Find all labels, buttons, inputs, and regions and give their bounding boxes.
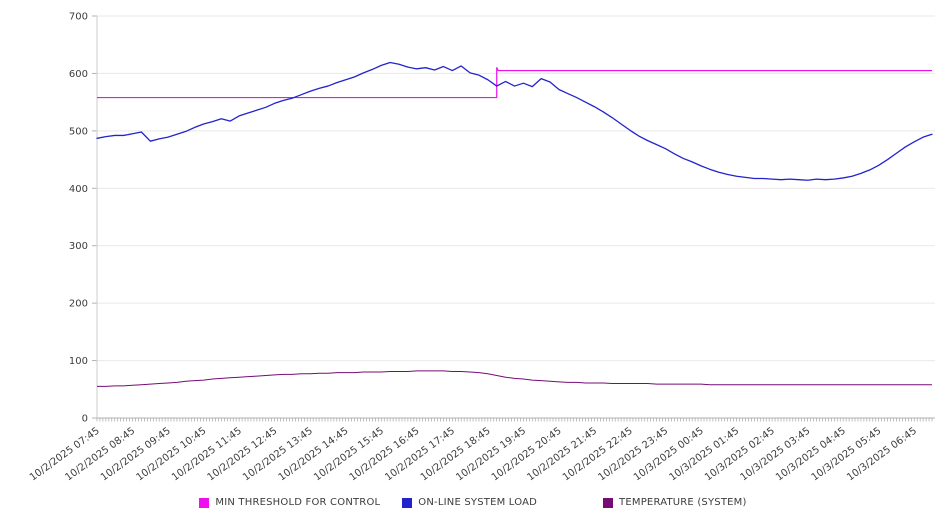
legend-swatch-min-threshold-icon [199, 497, 210, 508]
legend-label-system-load: ON-LINE SYSTEM LOAD [418, 497, 538, 508]
legend-label-temperature: TEMPERATURE (SYSTEM) [619, 497, 747, 508]
y-tick-label: 700 [69, 12, 88, 23]
legend-item-temperature: TEMPERATURE (SYSTEM) [603, 497, 747, 508]
x-minor-ticks [96, 418, 933, 422]
temperature-line [97, 370, 932, 387]
chart-legend: MIN THRESHOLD FOR CONTROL ON-LINE SYSTEM… [0, 497, 946, 508]
y-tick-label: 0 [82, 414, 88, 425]
threshold-line [97, 67, 932, 99]
y-tick-label: 400 [69, 184, 88, 195]
y-tick-label: 100 [69, 356, 88, 367]
legend-item-min-threshold: MIN THRESHOLD FOR CONTROL [199, 497, 380, 508]
y-tick-label: 600 [69, 69, 88, 80]
y-tick-label: 300 [69, 241, 88, 252]
y-tick-label: 500 [69, 126, 88, 137]
legend-swatch-system-load-icon [402, 497, 413, 508]
legend-swatch-temperature-icon [603, 497, 614, 508]
legend-label-min-threshold: MIN THRESHOLD FOR CONTROL [215, 497, 381, 508]
system-load-line [96, 61, 933, 181]
legend-item-system-load: ON-LINE SYSTEM LOAD [402, 497, 537, 508]
y-tick-label: 200 [69, 299, 88, 310]
